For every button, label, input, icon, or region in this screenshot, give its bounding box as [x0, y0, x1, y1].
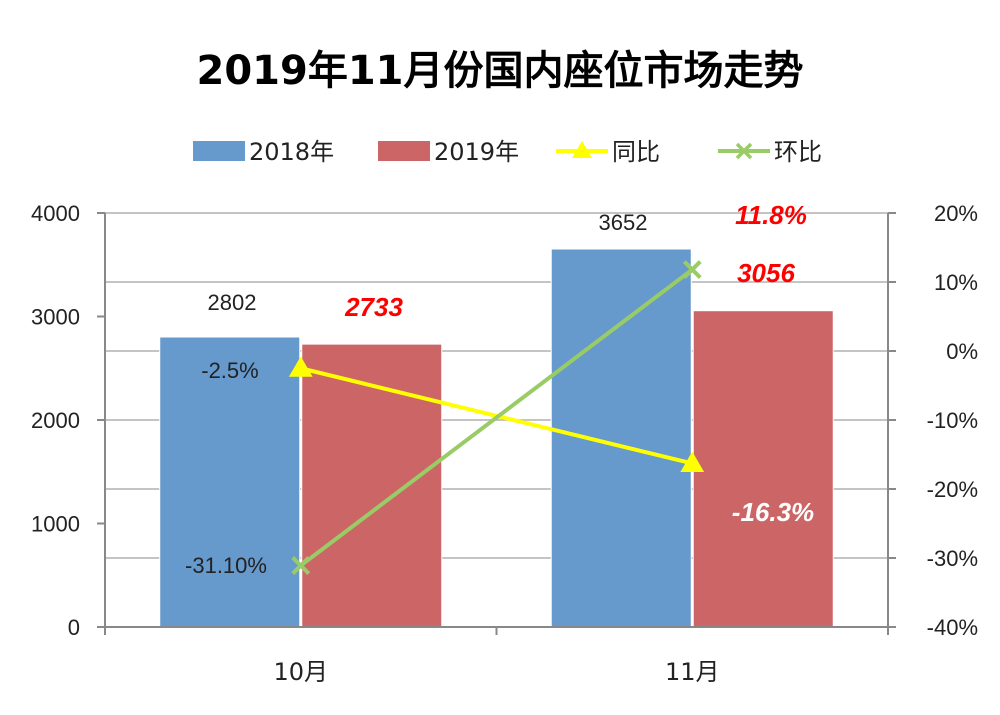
y-tick-label-right: -30% [927, 546, 978, 571]
data-label: 2733 [344, 292, 403, 322]
line-环比 [299, 267, 694, 568]
axes: 0 1000 2000 3000 4000 -40% -30% -20% -10% 0% 10% 20… [31, 201, 978, 686]
marker-环比 [291, 556, 311, 576]
bar-2018年-11月 [550, 248, 692, 628]
data-label: -31.10% [185, 553, 267, 578]
data-labels: 2802 3652 2733 3056 -2.5% -16.3% -31.10% 11.8% [185, 200, 814, 578]
data-label: 11.8% [735, 200, 807, 230]
lines [288, 260, 705, 576]
y-tick-label-right: -10% [927, 408, 978, 433]
y-tick-label-left: 4000 [31, 201, 80, 226]
y-tick-label-right: 0% [946, 339, 978, 364]
bar-2018年-10月 [159, 336, 301, 628]
legend-swatch-2018年 [193, 141, 245, 161]
chart-title: 2019年11月份国内座位市场走势 [197, 48, 804, 94]
x-tick-label: 10月 [273, 658, 328, 686]
x-tick-label: 11月 [665, 658, 720, 686]
y-tick-label-right: -40% [927, 615, 978, 640]
legend-label: 2018年 [249, 138, 334, 166]
y-tick-label-right: -20% [927, 477, 978, 502]
legend: 2018年 2019年 同比 环比 [193, 138, 822, 166]
marker-环比 [682, 260, 702, 279]
y-tick-label-right: 10% [934, 270, 978, 295]
marker-同比 [680, 451, 705, 472]
legend-swatch-2019年 [378, 141, 430, 161]
y-tick-label-left: 0 [68, 615, 80, 640]
y-tick-label-right: 20% [934, 201, 978, 226]
legend-marker [735, 142, 753, 160]
data-label: -16.3% [732, 497, 814, 527]
bar-2019年-10月 [301, 343, 443, 628]
data-label: 3652 [599, 210, 648, 235]
y-tick-label-left: 1000 [31, 512, 80, 537]
bars [159, 248, 834, 628]
y-tick-label-left: 2000 [31, 408, 80, 433]
data-label: -2.5% [201, 358, 258, 383]
legend-marker [572, 141, 592, 158]
legend-label: 2019年 [434, 138, 519, 166]
marker-同比 [288, 356, 313, 377]
data-label: 2802 [208, 290, 257, 315]
y-tick-label-left: 3000 [31, 305, 80, 330]
bar-2019年-11月 [692, 310, 834, 628]
data-label: 3056 [737, 258, 795, 288]
legend-label: 同比 [612, 138, 660, 166]
legend-label: 环比 [774, 138, 822, 166]
